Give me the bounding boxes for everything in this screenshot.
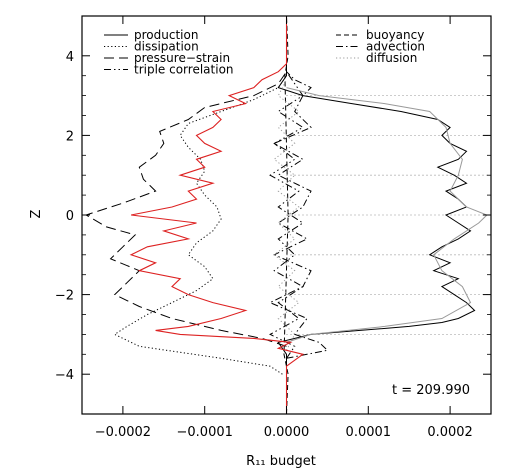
legend-label: pressure−strain <box>134 51 230 65</box>
y-tick-label-3: 2 <box>66 129 74 144</box>
legend-label: dissipation <box>134 40 199 54</box>
x-tick-label-4: 0.0002 <box>427 425 473 440</box>
y-tick-label-2: 0 <box>66 209 74 224</box>
series-line-1 <box>113 75 287 375</box>
legend-item-3: triple correlation <box>104 63 234 77</box>
y-tick-label-0: −4 <box>55 368 74 383</box>
series-line-6 <box>273 79 300 351</box>
x-tick-label-2: 0.0000 <box>264 425 310 440</box>
legend: productiondissipationpressure−straintrip… <box>104 28 425 77</box>
series-line-3 <box>269 71 304 359</box>
legend-item-1: dissipation <box>104 40 199 54</box>
legend-label: buoyancy <box>366 28 424 42</box>
legend-item-2: pressure−strain <box>104 51 230 65</box>
series-line-2 <box>84 71 287 347</box>
series-line-0 <box>277 16 476 414</box>
x-tick-label-3: 0.0001 <box>346 425 392 440</box>
series-line-5 <box>268 71 329 359</box>
legend-item-6: diffusion <box>336 51 417 65</box>
time-annotation: t = 209.990 <box>392 383 470 398</box>
axis-ticks: −0.0002 −0.0001 0.0000 0.0001 0.0002 −4 −2 0 2 4 <box>55 16 491 440</box>
y-tick-label-4: 4 <box>66 50 74 65</box>
legend-item-0: production <box>104 28 198 42</box>
legend-label: advection <box>366 40 425 54</box>
legend-label: diffusion <box>366 51 417 65</box>
legend-item-4: buoyancy <box>336 28 424 42</box>
legend-label: production <box>134 28 198 42</box>
legend-item-5: advection <box>336 40 425 54</box>
legend-label: triple correlation <box>134 63 234 77</box>
x-axis-title: R₁₁ budget <box>246 454 316 469</box>
x-tick-label-1: −0.0001 <box>177 425 233 440</box>
y-axis-title: Z <box>29 209 44 218</box>
series-line-8 <box>129 16 305 414</box>
x-tick-label-0: −0.0002 <box>95 425 151 440</box>
y-tick-label-1: −2 <box>55 289 74 304</box>
